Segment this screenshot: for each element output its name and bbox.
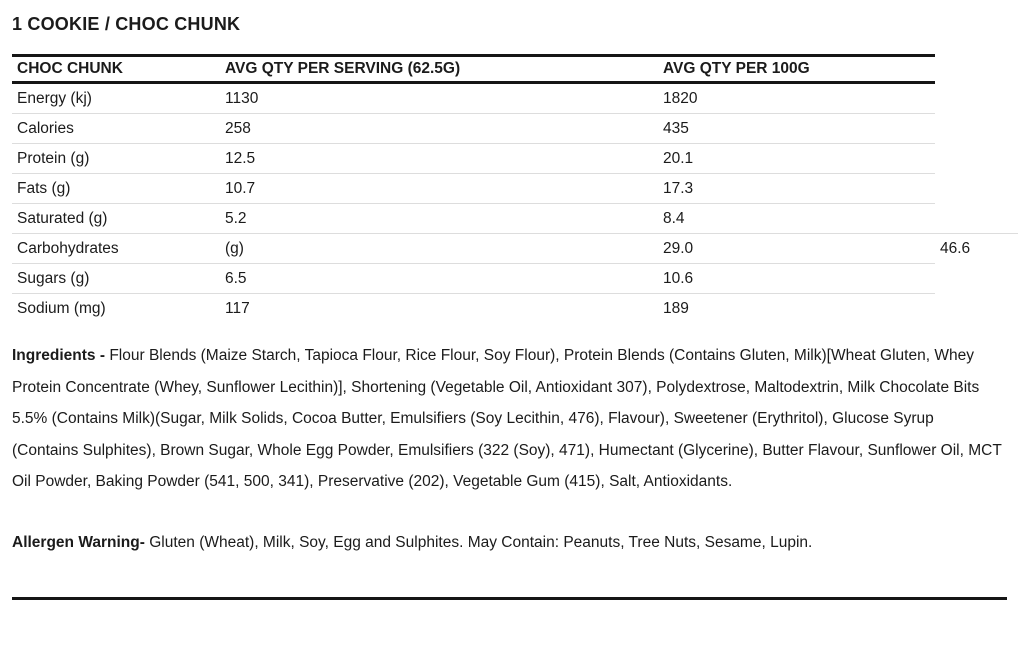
- table-row: Sugars (g) 6.5 10.6: [12, 263, 1018, 294]
- value-serving: 1130: [225, 82, 663, 114]
- column-header-extra: [935, 56, 1018, 83]
- value-serving: 5.2: [225, 203, 663, 234]
- value-serving: 117: [225, 293, 663, 323]
- ingredients-text: Flour Blends (Maize Starch, Tapioca Flou…: [12, 347, 1002, 490]
- nutrient-label: Saturated (g): [12, 203, 225, 234]
- table-row: Fats (g) 10.7 17.3: [12, 173, 1018, 204]
- value-100g: 10.6: [663, 263, 935, 294]
- column-header-per-100g: AVG QTY PER 100G: [663, 54, 935, 84]
- table-row: Carbohydrates (g) 29.0 46.6: [12, 233, 1018, 264]
- nutrient-label: Carbohydrates: [12, 233, 225, 264]
- value-extra: [935, 83, 1018, 114]
- table-row: Sodium (mg) 117 189: [12, 293, 1018, 324]
- value-extra: [935, 114, 1018, 144]
- value-serving: 6.5: [225, 263, 663, 294]
- value-100g: 20.1: [663, 143, 935, 174]
- value-extra: [935, 144, 1018, 174]
- value-serving: (g): [225, 233, 663, 264]
- value-extra: 46.6: [935, 233, 1018, 264]
- value-serving: 12.5: [225, 143, 663, 174]
- value-100g: 189: [663, 293, 935, 323]
- ingredients-paragraph: Ingredients - Flour Blends (Maize Starch…: [12, 340, 1004, 498]
- value-extra: [935, 294, 1018, 324]
- page-title: 1 COOKIE / CHOC CHUNK: [12, 14, 241, 34]
- nutrition-table: CHOC CHUNK AVG QTY PER SERVING (62.5G) A…: [12, 54, 1018, 323]
- table-row: Energy (kj) 1130 1820: [12, 82, 1018, 114]
- table-header-row: CHOC CHUNK AVG QTY PER SERVING (62.5G) A…: [12, 54, 1018, 84]
- nutrient-label: Sugars (g): [12, 263, 225, 294]
- value-extra: [935, 174, 1018, 204]
- value-extra: [935, 264, 1018, 294]
- nutrient-label: Calories: [12, 113, 225, 144]
- column-header-product: CHOC CHUNK: [12, 54, 225, 84]
- table-row: Saturated (g) 5.2 8.4: [12, 203, 1018, 234]
- value-100g: 17.3: [663, 173, 935, 204]
- value-serving: 258: [225, 113, 663, 144]
- allergen-label: Allergen Warning-: [12, 533, 150, 551]
- nutrient-label: Sodium (mg): [12, 293, 225, 323]
- table-row: Calories 258 435: [12, 113, 1018, 144]
- bottom-divider: [12, 597, 1007, 600]
- value-100g: 1820: [663, 82, 935, 114]
- allergen-paragraph: Allergen Warning- Gluten (Wheat), Milk, …: [12, 527, 1004, 559]
- value-extra: [935, 204, 1018, 234]
- nutrient-label: Energy (kj): [12, 82, 225, 114]
- nutrient-label: Protein (g): [12, 143, 225, 174]
- table-row: Protein (g) 12.5 20.1: [12, 143, 1018, 174]
- value-serving: 10.7: [225, 173, 663, 204]
- allergen-text: Gluten (Wheat), Milk, Soy, Egg and Sulph…: [149, 533, 813, 551]
- value-100g: 8.4: [663, 203, 935, 234]
- nutrient-label: Fats (g): [12, 173, 225, 204]
- value-100g: 29.0: [663, 233, 935, 264]
- column-header-per-serving: AVG QTY PER SERVING (62.5G): [225, 54, 663, 84]
- value-100g: 435: [663, 113, 935, 144]
- ingredients-label: Ingredients -: [12, 347, 110, 364]
